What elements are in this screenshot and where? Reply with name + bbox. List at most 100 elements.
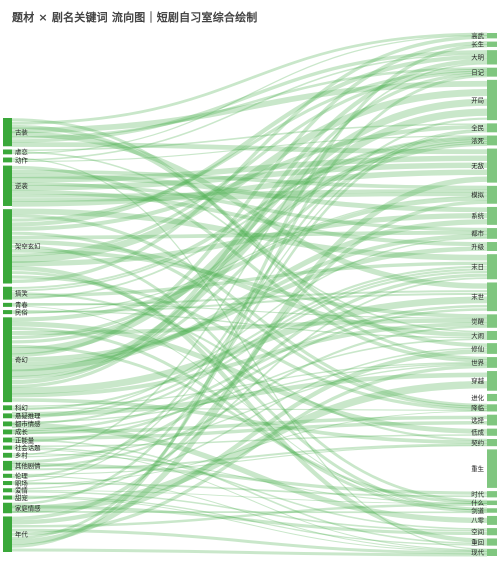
sankey-link (11, 347, 488, 490)
target-node-label: 进化 (471, 393, 484, 402)
source-node-label: 科幻 (15, 403, 28, 412)
target-node-label: 浓死 (471, 136, 484, 145)
target-node (487, 508, 497, 513)
sankey-link (11, 344, 488, 504)
target-node (487, 538, 497, 546)
sankey-link (11, 230, 488, 240)
sankey-link (11, 68, 488, 222)
sankey-link (11, 138, 488, 300)
target-node-label: 觉醒 (471, 316, 484, 325)
sankey-link (11, 50, 488, 143)
target-node (487, 282, 497, 312)
sankey-nodes (3, 33, 497, 556)
sankey-link (11, 62, 488, 457)
source-node (3, 157, 12, 163)
target-node (487, 449, 497, 488)
sankey-link (11, 489, 488, 505)
source-node-label: 逆袭 (15, 181, 28, 190)
sankey-link (11, 270, 488, 425)
source-node-label: 其他剧情 (15, 461, 41, 470)
sankey-link (11, 72, 488, 389)
sankey-link (11, 548, 488, 557)
target-node-label: 高武 (471, 31, 484, 40)
target-node (487, 148, 497, 183)
sankey-link (11, 528, 488, 555)
sankey-link (11, 244, 488, 503)
sankey-link (11, 372, 488, 417)
target-node (487, 404, 497, 412)
sankey-link (11, 136, 488, 292)
target-node (487, 548, 497, 556)
target-node-label: 穿越 (471, 376, 484, 385)
target-node (487, 314, 497, 328)
target-node (487, 371, 497, 391)
target-node (487, 491, 497, 498)
sankey-link (11, 41, 488, 358)
sankey-link (11, 445, 488, 476)
source-node-label: 悬疑推理 (15, 411, 41, 420)
source-node-label: 甜宠 (15, 493, 28, 502)
sankey-link (11, 118, 488, 360)
sankey-link (11, 268, 488, 419)
sankey-link (11, 434, 488, 448)
source-node-label: 正能量 (15, 435, 35, 444)
target-node-label: 剑道 (471, 506, 484, 515)
sankey-link (11, 80, 488, 134)
sankey-link (11, 135, 488, 289)
source-node-label: 家庭情感 (15, 503, 41, 512)
target-node (487, 414, 497, 426)
source-node (3, 445, 12, 450)
sankey-link (11, 67, 488, 139)
sankey-link (11, 123, 488, 152)
target-node-label: 重生 (471, 464, 484, 473)
sankey-link (11, 162, 488, 191)
sankey-link (11, 310, 488, 339)
source-node (3, 495, 12, 500)
sankey-link (11, 58, 488, 385)
source-node (3, 437, 12, 443)
target-node (487, 254, 497, 280)
sankey-link (11, 290, 488, 306)
sankey-link (11, 497, 488, 552)
source-node (3, 165, 12, 206)
source-node (3, 118, 12, 147)
sankey-link (11, 273, 488, 464)
sankey-link (11, 338, 488, 435)
target-node-label: 末日 (471, 262, 484, 271)
source-node-label: 伦理 (15, 471, 28, 480)
target-node-label: 无敌 (471, 161, 484, 170)
source-node-label: 爱情 (15, 486, 28, 495)
sankey-link (11, 173, 488, 213)
sankey-link (11, 208, 488, 261)
target-node (487, 185, 497, 204)
source-node (3, 516, 12, 552)
sankey-link (11, 44, 488, 548)
sankey-link (11, 505, 488, 536)
sankey-link (11, 326, 488, 513)
sankey-link (11, 308, 488, 443)
source-node (3, 149, 12, 155)
sankey-link (11, 453, 488, 504)
source-node (3, 405, 12, 411)
sankey-link (11, 142, 488, 380)
target-node (487, 357, 497, 368)
target-node (487, 123, 497, 133)
target-node (487, 67, 497, 77)
sankey-link (11, 214, 488, 407)
target-node (487, 79, 497, 121)
target-node (487, 439, 497, 447)
target-node (487, 50, 497, 65)
sankey-link (11, 364, 488, 458)
sankey-link (11, 443, 488, 471)
target-node (487, 330, 497, 340)
source-node-label: 成长 (15, 427, 28, 436)
sankey-link (11, 32, 488, 125)
sankey-link (11, 196, 488, 322)
sankey-link (11, 410, 488, 485)
sankey-link (11, 237, 488, 417)
sankey-link (11, 364, 488, 536)
target-node-label: 全民 (471, 123, 484, 132)
target-node (487, 515, 497, 525)
sankey-link (11, 200, 488, 521)
target-node-label: 降临 (471, 403, 484, 412)
